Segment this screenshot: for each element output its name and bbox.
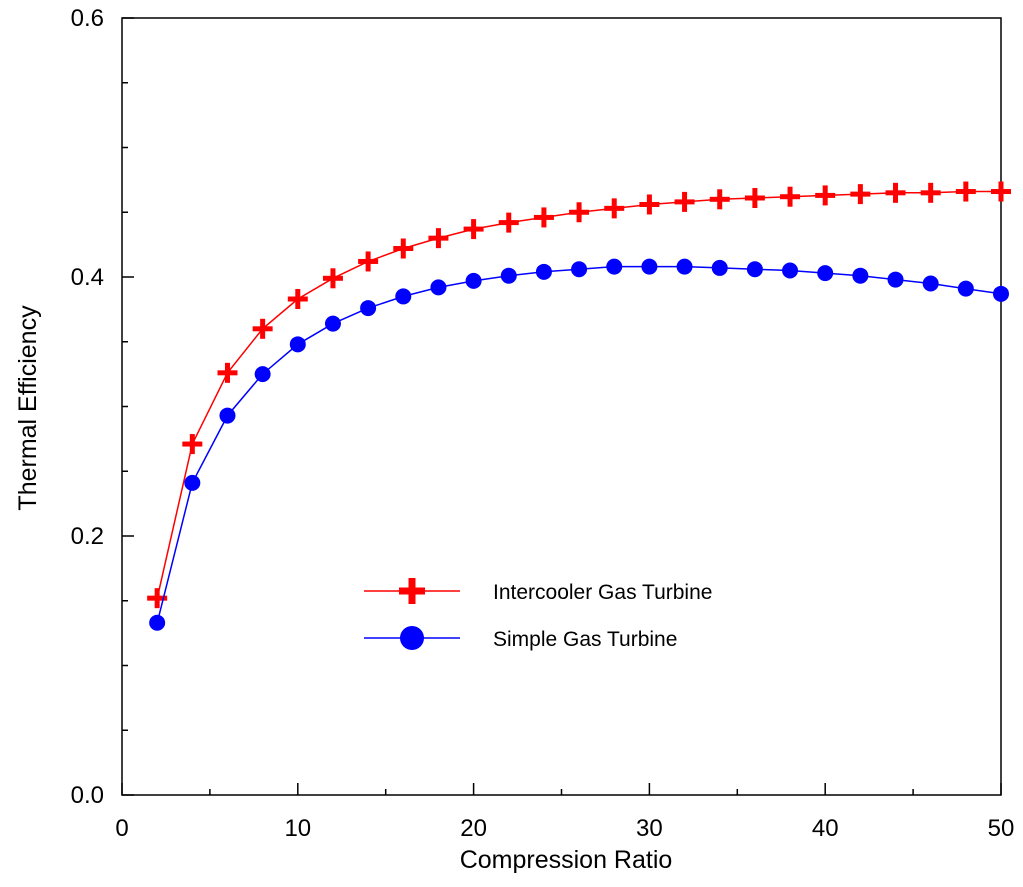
data-point-plus (850, 184, 871, 205)
legend-item-simple: Simple Gas Turbine (364, 626, 677, 651)
y-tick-label: 0.0 (71, 782, 104, 809)
data-point-circle (887, 271, 904, 288)
x-tick-label: 50 (988, 815, 1015, 842)
data-point-circle (149, 614, 166, 631)
data-point-plus (147, 588, 168, 609)
data-point-circle (500, 267, 517, 284)
y-axis-title: Thermal Efficiency (14, 305, 42, 511)
data-point-circle (606, 258, 623, 275)
data-point-plus (428, 228, 449, 249)
legend-label: Simple Gas Turbine (493, 628, 677, 651)
series-layer (147, 181, 1011, 631)
x-tick-label: 30 (636, 815, 663, 842)
data-point-plus (287, 289, 308, 310)
data-point-circle (219, 407, 236, 424)
x-tick-label: 10 (284, 815, 311, 842)
data-point-circle (711, 259, 728, 276)
data-point-circle (993, 285, 1009, 302)
data-point-circle (324, 315, 341, 332)
data-point-circle (641, 258, 658, 275)
data-point-circle (571, 261, 588, 278)
x-tick-label: 20 (460, 815, 487, 842)
data-point-plus (604, 198, 625, 219)
data-point-circle (852, 267, 869, 284)
data-point-plus (744, 188, 765, 209)
data-point-plus (709, 189, 730, 210)
data-point-plus (780, 186, 801, 207)
data-point-plus (358, 251, 379, 272)
data-point-circle (817, 265, 834, 282)
legend-label: Intercooler Gas Turbine (493, 581, 712, 604)
y-tick-label: 0.2 (71, 523, 104, 550)
data-point-plus (991, 181, 1011, 202)
data-point-circle (430, 279, 447, 296)
data-point-circle (465, 272, 482, 289)
legend-marker-circle (400, 626, 424, 650)
data-point-circle (184, 474, 201, 491)
data-point-plus (885, 182, 906, 203)
data-point-plus (569, 202, 590, 223)
data-point-circle (746, 261, 763, 278)
x-axis-title: Compression Ratio (460, 846, 673, 874)
y-axis: 0.0 0.2 0.4 0.6 (71, 5, 134, 809)
data-point-circle (922, 275, 939, 292)
series-simple (149, 258, 1009, 631)
data-point-plus (393, 238, 414, 259)
y-tick-label: 0.4 (71, 264, 104, 291)
data-point-circle (289, 336, 306, 353)
data-point-plus (252, 318, 273, 339)
x-tick-label: 0 (115, 815, 128, 842)
y-tick-label: 0.6 (71, 5, 104, 32)
data-point-circle (676, 258, 693, 275)
data-point-circle (535, 263, 552, 280)
data-point-plus (217, 362, 238, 383)
data-point-plus (815, 185, 836, 206)
data-point-circle (395, 288, 412, 305)
data-point-circle (782, 262, 799, 279)
data-point-plus (182, 434, 203, 455)
data-point-plus (498, 212, 519, 233)
data-point-plus (322, 268, 343, 289)
legend: Intercooler Gas Turbine Simple Gas Turbin… (364, 578, 712, 651)
data-point-plus (463, 219, 484, 240)
x-tick-label: 40 (812, 815, 839, 842)
data-point-plus (674, 191, 695, 212)
data-point-circle (254, 366, 271, 383)
series-intercooler (147, 181, 1011, 609)
legend-marker-plus (399, 578, 425, 604)
data-point-circle (957, 280, 974, 297)
data-point-circle (360, 300, 377, 317)
data-point-plus (639, 194, 660, 215)
data-point-plus (920, 182, 941, 203)
legend-item-intercooler: Intercooler Gas Turbine (364, 578, 712, 604)
data-point-plus (533, 207, 554, 228)
data-point-plus (955, 181, 976, 202)
x-axis: 0 10 20 30 40 50 (115, 783, 1014, 842)
